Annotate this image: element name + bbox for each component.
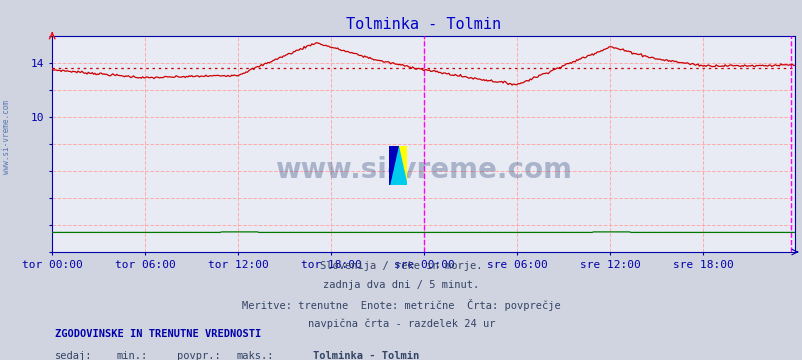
Text: ZGODOVINSKE IN TRENUTNE VREDNOSTI: ZGODOVINSKE IN TRENUTNE VREDNOSTI [55, 329, 261, 339]
Title: Tolminka - Tolmin: Tolminka - Tolmin [346, 17, 500, 32]
Text: Meritve: trenutne  Enote: metrične  Črta: povprečje: Meritve: trenutne Enote: metrične Črta: … [242, 299, 560, 311]
Text: min.:: min.: [116, 351, 148, 360]
Polygon shape [389, 146, 407, 185]
Polygon shape [398, 146, 407, 185]
Polygon shape [389, 146, 398, 185]
Text: Tolminka - Tolmin: Tolminka - Tolmin [313, 351, 419, 360]
Text: povpr.:: povpr.: [176, 351, 220, 360]
Text: zadnja dva dni / 5 minut.: zadnja dva dni / 5 minut. [323, 280, 479, 290]
Text: sedaj:: sedaj: [55, 351, 92, 360]
Text: navpična črta - razdelek 24 ur: navpična črta - razdelek 24 ur [307, 318, 495, 329]
Text: Slovenija / reke in morje.: Slovenija / reke in morje. [320, 261, 482, 271]
Text: www.si-vreme.com: www.si-vreme.com [2, 100, 11, 174]
Text: maks.:: maks.: [237, 351, 274, 360]
Text: www.si-vreme.com: www.si-vreme.com [275, 156, 571, 184]
